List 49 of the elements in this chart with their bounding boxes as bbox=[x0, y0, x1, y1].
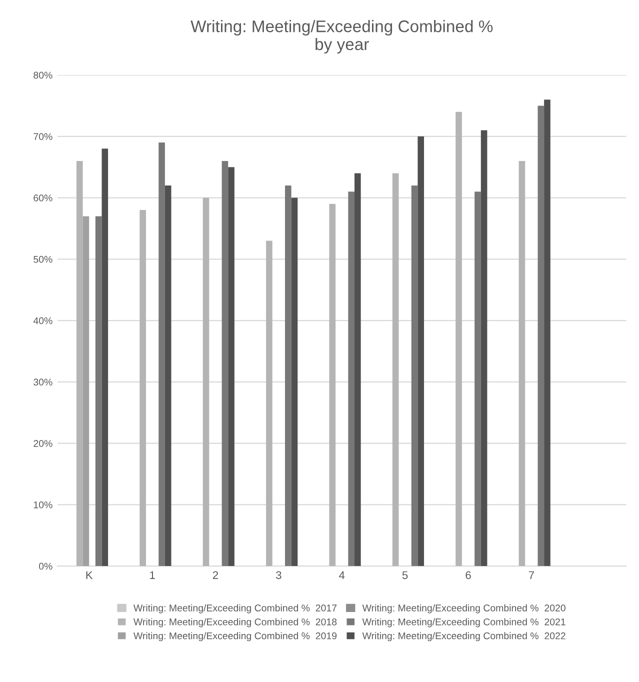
x-tick-label: 5 bbox=[402, 571, 408, 580]
bar bbox=[284, 186, 292, 566]
x-tick-label: K bbox=[86, 571, 93, 579]
bar bbox=[102, 148, 108, 566]
bar bbox=[480, 130, 488, 566]
bar bbox=[95, 216, 102, 566]
y-tick-label: 40% bbox=[33, 317, 52, 324]
y-tick-label: 50% bbox=[34, 256, 52, 263]
bar bbox=[538, 106, 544, 566]
bar bbox=[456, 112, 462, 566]
bar bbox=[291, 198, 298, 566]
x-tick-label: 7 bbox=[528, 571, 534, 579]
y-tick-label: 20% bbox=[34, 440, 52, 447]
bar bbox=[76, 160, 83, 566]
y-tick-label: 70% bbox=[34, 133, 52, 140]
bar bbox=[82, 216, 90, 566]
bar bbox=[266, 240, 272, 566]
bar bbox=[418, 136, 424, 566]
y-tick-label: 0% bbox=[38, 562, 52, 570]
legend-label: Writing: Meeting/Exceeding Combined % 2021 bbox=[362, 618, 566, 628]
bar bbox=[354, 173, 361, 566]
y-tick-label: 60% bbox=[34, 194, 52, 202]
legend-label: Writing: Meeting/Exceeding Combined % 2017 bbox=[133, 604, 337, 614]
x-tick-label: 2 bbox=[212, 571, 218, 579]
bar bbox=[158, 142, 165, 566]
bar bbox=[329, 204, 336, 566]
x-tick-label: 1 bbox=[150, 571, 155, 579]
bar bbox=[222, 160, 228, 566]
bar bbox=[164, 186, 172, 566]
x-tick-label: 4 bbox=[339, 571, 345, 579]
legend-label: Writing: Meeting/Exceeding Combined % 2018 bbox=[133, 618, 337, 628]
bar bbox=[518, 160, 526, 566]
legend-label: Writing: Meeting/Exceeding Combined % 2022 bbox=[362, 632, 566, 642]
y-tick-label: 80% bbox=[34, 72, 52, 79]
y-tick-label: 10% bbox=[34, 501, 52, 508]
bar bbox=[474, 192, 481, 566]
bar bbox=[202, 198, 210, 566]
y-tick-label: 30% bbox=[34, 378, 52, 386]
bar bbox=[348, 192, 355, 566]
bar bbox=[228, 167, 234, 566]
chart-title: Writing: Meeting/Exceeding Combined % by year bbox=[190, 20, 493, 54]
x-tick-label: 3 bbox=[276, 571, 282, 580]
bar bbox=[140, 210, 146, 566]
x-tick-label: 6 bbox=[466, 571, 471, 580]
legend-label: Writing: Meeting/Exceeding Combined % 2019 bbox=[133, 632, 337, 642]
bar bbox=[544, 100, 550, 566]
legend-label: Writing: Meeting/Exceeding Combined % 2020 bbox=[362, 604, 566, 614]
bar bbox=[411, 186, 418, 566]
bar bbox=[392, 173, 399, 566]
